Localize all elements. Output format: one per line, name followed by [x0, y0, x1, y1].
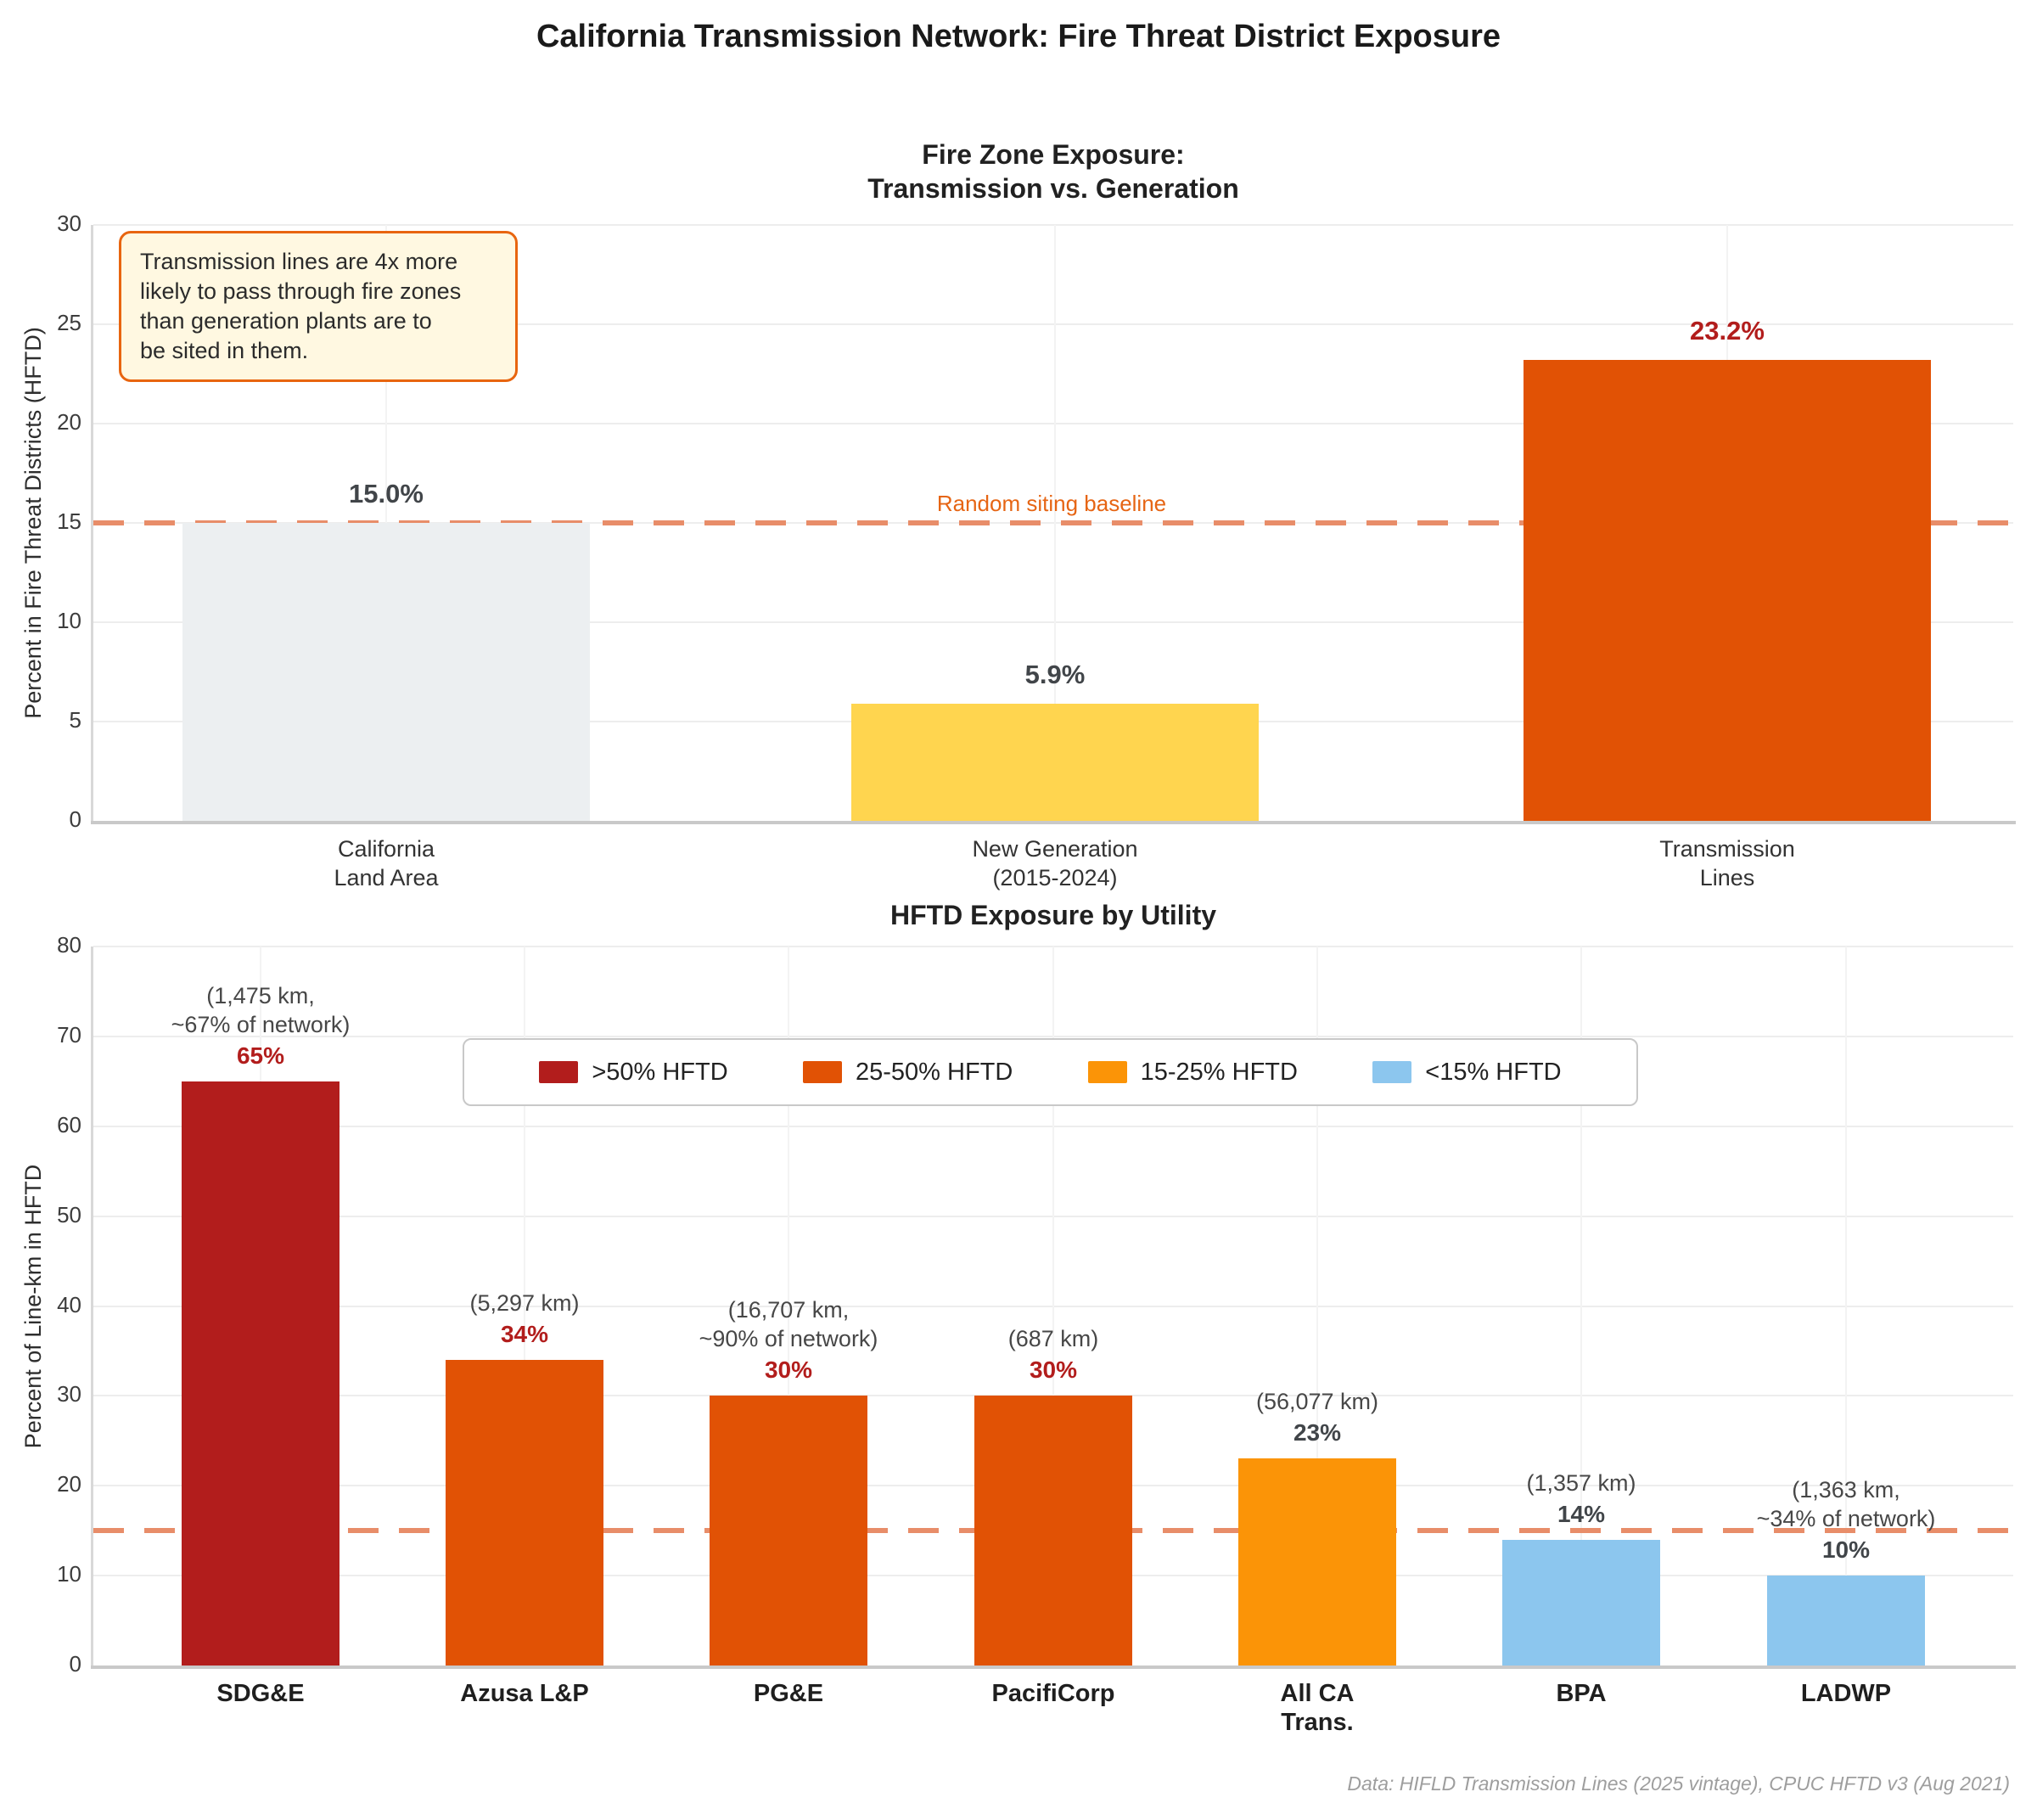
x-category-label: Azusa L&P	[460, 1680, 589, 1707]
bar-value-label: 30%	[764, 1357, 813, 1384]
legend-item: >50% HFTD	[539, 1058, 728, 1087]
gridline-v	[1316, 947, 1318, 1666]
gridline-h	[93, 224, 2013, 226]
bar-value-label: 5.9%	[1024, 659, 1086, 689]
legend: >50% HFTD 25-50% HFTD 15-25% HFTD <15% HFTD	[463, 1038, 1638, 1106]
x-category-label: SDG&E	[216, 1680, 305, 1707]
gridline-v	[788, 947, 789, 1666]
bar-km-label: (16,707 km, ~90% of network)	[699, 1297, 878, 1352]
bar-value-label: 15.0%	[349, 479, 424, 508]
x-category-label: LADWP	[1800, 1680, 1892, 1707]
x-category-label: New Generation (2015-2024)	[972, 836, 1138, 890]
y-tick-label: 70	[57, 1021, 81, 1048]
bar-value-label: 65%	[236, 1042, 285, 1069]
y-axis-line	[91, 225, 93, 821]
legend-item: 15-25% HFTD	[1087, 1058, 1298, 1087]
y-tick-label: 25	[57, 310, 81, 335]
annotation-callout: Transmission lines are 4x more likely to…	[119, 231, 518, 382]
bar	[182, 523, 590, 821]
x-category-label: PacifiCorp	[991, 1680, 1115, 1707]
bar	[851, 703, 1259, 821]
bar-km-label: (1,363 km, ~34% of network)	[1756, 1477, 1936, 1532]
y-tick-label: 5	[69, 707, 81, 733]
y-tick-label: 20	[57, 1471, 81, 1497]
y-axis-line	[91, 947, 93, 1666]
y-tick-label: 20	[57, 409, 81, 435]
bar-km-label: (1,357 km)	[1526, 1469, 1636, 1496]
x-axis-line	[91, 1666, 2016, 1669]
y-tick-label: 60	[57, 1111, 81, 1138]
x-category-label: BPA	[1556, 1680, 1607, 1707]
bar-value-label: 23%	[1293, 1419, 1342, 1446]
figure-title: California Transmission Network: Fire Th…	[536, 19, 1501, 54]
legend-swatch-icon	[1372, 1061, 1412, 1083]
gridline-h	[93, 323, 2013, 325]
bar-value-label: 34%	[500, 1321, 549, 1348]
bar-km-label: (5,297 km)	[469, 1290, 580, 1317]
bar-km-label: (687 km)	[1007, 1326, 1099, 1352]
bar-km-label: (1,475 km, ~67% of network)	[171, 982, 351, 1037]
bar	[446, 1360, 603, 1666]
bar-value-label: 10%	[1821, 1536, 1871, 1564]
y-tick-label: 15	[57, 508, 81, 534]
gridline-h	[93, 423, 2013, 424]
baseline-line	[93, 520, 2013, 525]
y-tick-label: 10	[57, 1561, 81, 1587]
gridline-v	[1580, 947, 1582, 1666]
x-axis-line	[91, 821, 2016, 824]
data-source-note: Data: HIFLD Transmission Lines (2025 vin…	[1347, 1772, 2010, 1795]
y-tick-label: 0	[69, 1651, 81, 1677]
bar	[1524, 360, 1931, 821]
x-category-label: PG&E	[753, 1680, 824, 1707]
bar-value-label: 23.2%	[1690, 316, 1765, 346]
legend-label: 25-50% HFTD	[855, 1058, 1013, 1086]
bar-value-label: 30%	[1029, 1357, 1078, 1384]
legend-item: <15% HFTD	[1372, 1058, 1562, 1087]
gridline-v	[1845, 947, 1847, 1666]
y-tick-label: 30	[57, 1381, 81, 1407]
legend-swatch-icon	[1087, 1061, 1127, 1083]
legend-item: 25-50% HFTD	[802, 1058, 1013, 1087]
bar	[1238, 1458, 1396, 1666]
bar	[974, 1396, 1132, 1666]
gridline-h	[93, 621, 2013, 623]
y-tick-label: 0	[69, 806, 81, 832]
y-tick-label: 10	[57, 608, 81, 633]
bar	[1502, 1539, 1660, 1666]
y-tick-label: 30	[57, 211, 81, 236]
legend-swatch-icon	[539, 1061, 579, 1083]
y-tick-label: 50	[57, 1201, 81, 1227]
bar-km-label: (56,077 km)	[1255, 1389, 1379, 1415]
bar	[710, 1396, 867, 1666]
gridline-v	[1052, 947, 1054, 1666]
gridline-v	[524, 947, 525, 1666]
subplot-title: HFTD Exposure by Utility	[889, 900, 1217, 930]
y-tick-label: 40	[57, 1291, 81, 1317]
bar	[182, 1081, 340, 1666]
x-category-label: California Land Area	[334, 836, 439, 890]
baseline-label: Random siting baseline	[936, 491, 1167, 516]
y-tick-label: 80	[57, 932, 81, 958]
legend-label: 15-25% HFTD	[1140, 1058, 1298, 1086]
legend-label: >50% HFTD	[592, 1058, 728, 1086]
legend-swatch-icon	[802, 1061, 842, 1083]
x-category-label: All CA Trans.	[1280, 1680, 1355, 1736]
subplot-title: Fire Zone Exposure: Transmission vs. Gen…	[867, 139, 1239, 204]
bar-value-label: 14%	[1557, 1500, 1606, 1527]
x-category-label: Transmission Lines	[1659, 836, 1795, 890]
bar	[1767, 1576, 1925, 1666]
legend-label: <15% HFTD	[1425, 1058, 1562, 1086]
